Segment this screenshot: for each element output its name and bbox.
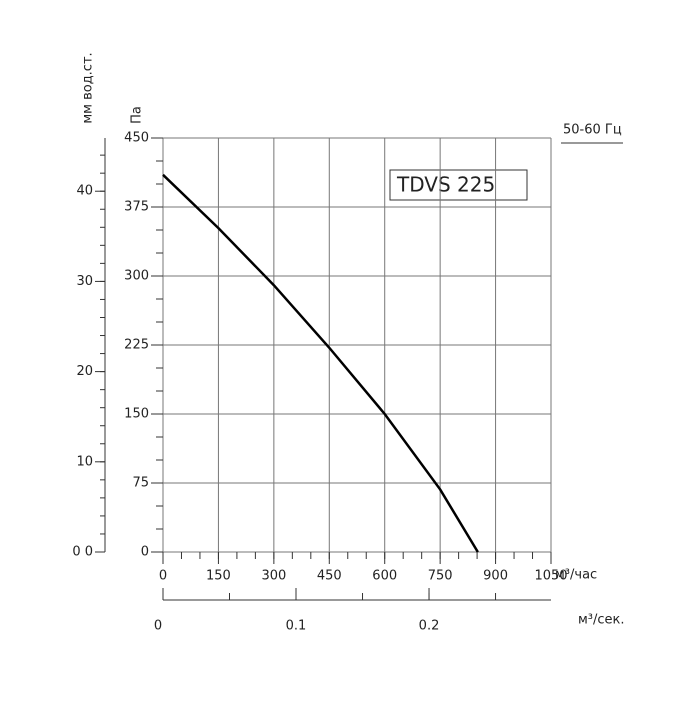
x2-axis-label: м³/сек. (578, 613, 625, 628)
x-tick-label: 300 (261, 569, 286, 584)
x2-tick-label: 0.1 (286, 619, 307, 634)
curve (162, 173, 479, 553)
x-tick-label: 1050 (534, 569, 567, 584)
frequency-label: 50-60 Гц (563, 123, 622, 138)
y2-tick-label: 40 (76, 184, 93, 199)
x2-tick-label: 0 (154, 619, 162, 634)
x-tick-label: 750 (428, 569, 453, 584)
y-tick-label: 375 (124, 200, 149, 215)
x-axis-label: м³/час (555, 568, 597, 583)
y-tick-label: 150 (124, 407, 149, 422)
y-axis-label: Па (130, 106, 145, 124)
x-tick-label: 0 (159, 569, 167, 584)
x-tick-label: 150 (206, 569, 231, 584)
y-tick-label: 300 (124, 269, 149, 284)
x-tick-label: 450 (317, 569, 342, 584)
title-box (389, 169, 528, 201)
x-tick-label: 900 (483, 569, 508, 584)
x-tick-label: 600 (372, 569, 397, 584)
y2-tick-label: 0 0 (72, 545, 93, 560)
y2-axis-label: мм вод.ст. (81, 52, 96, 123)
y-tick-label: 75 (132, 476, 149, 491)
y-tick-label: 450 (124, 131, 149, 146)
x2-tick-label: 0.2 (419, 619, 440, 634)
y-tick-label: 225 (124, 338, 149, 353)
chart-title: TDVS 225 (396, 173, 495, 197)
y-tick-label: 0 (141, 545, 149, 560)
y2-tick-label: 30 (76, 274, 93, 289)
y2-tick-label: 20 (76, 364, 93, 379)
y2-tick-label: 10 (76, 454, 93, 469)
